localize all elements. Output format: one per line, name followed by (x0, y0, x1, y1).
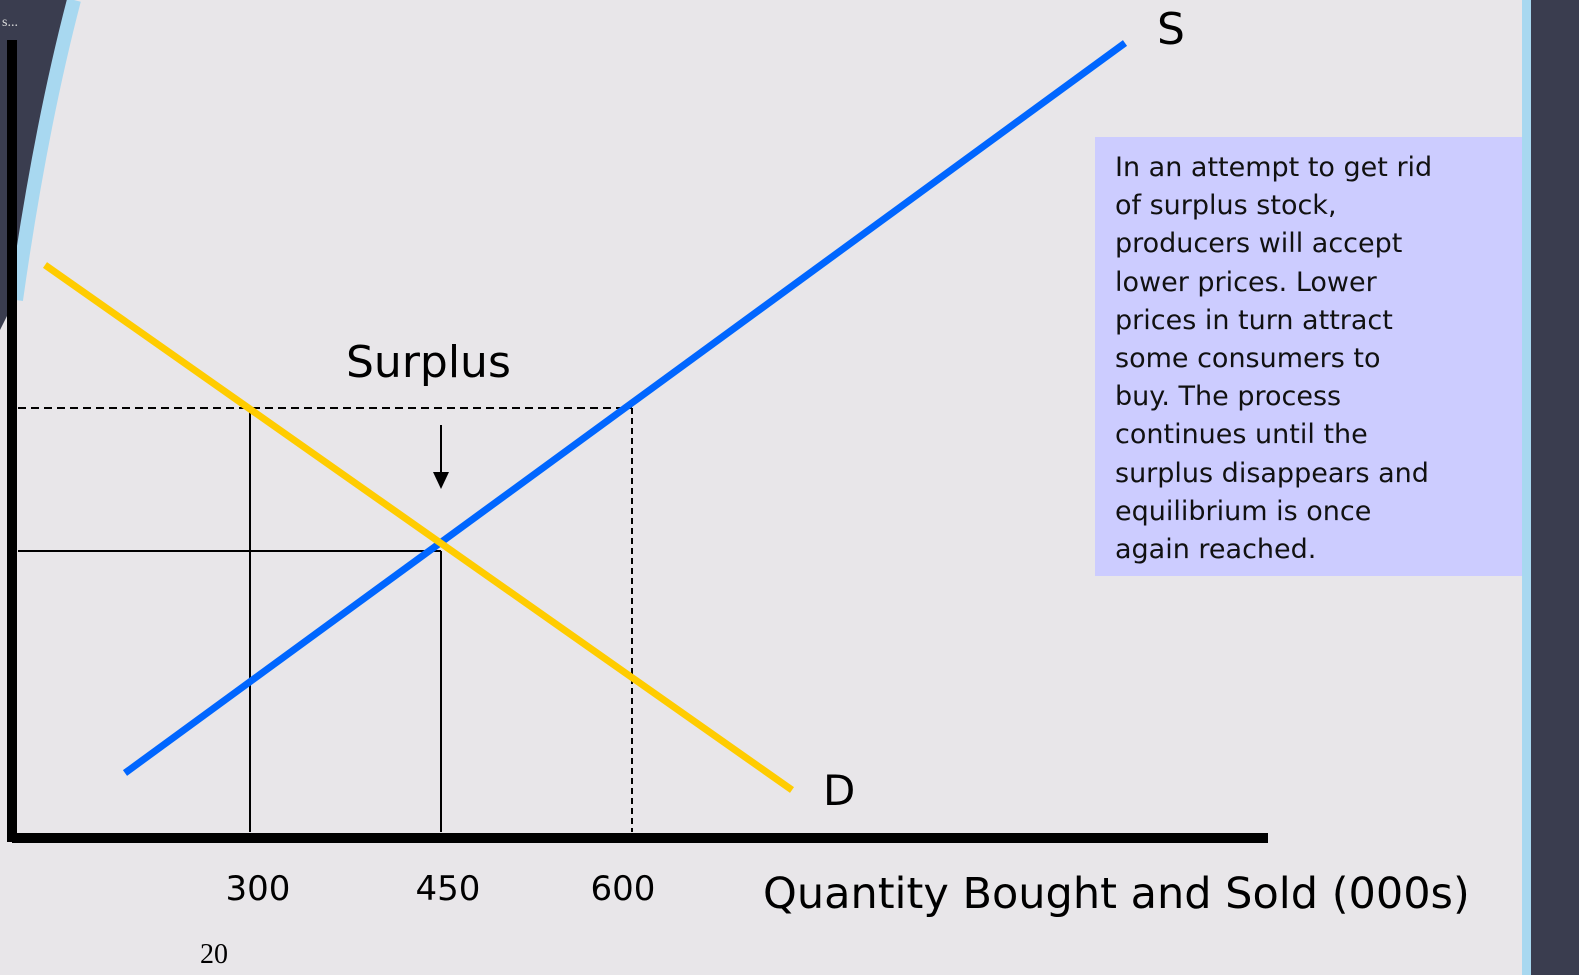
note-line: lower prices. Lower (1115, 266, 1377, 298)
quantity-label: 600 (591, 869, 656, 909)
note-line: again reached. (1115, 534, 1317, 566)
corner-text: s... (2, 15, 18, 30)
note-box: In an attempt to get rid of surplus stock… (1095, 137, 1522, 576)
note-line: continues until the (1115, 419, 1368, 451)
quantity-label: 450 (416, 869, 481, 909)
page-number: 20 (200, 939, 228, 970)
left-accent (9, 0, 81, 301)
arrow-head (433, 472, 449, 489)
note-line: surplus disappears and (1115, 457, 1429, 489)
x-axis-title: Quantity Bought and Sold (000s) (763, 869, 1470, 919)
note-line: In an attempt to get rid (1115, 152, 1433, 183)
supply-label: S (1157, 4, 1185, 55)
note-line: prices in turn attract (1115, 304, 1393, 336)
note-line: equilibrium is once (1115, 495, 1372, 527)
demand-label: D (823, 766, 855, 815)
right-accent (1522, 0, 1531, 975)
note-line: buy. The process (1115, 381, 1342, 413)
note-line: some consumers to (1115, 343, 1381, 375)
demand-curve (42, 262, 795, 793)
supply-curve (122, 40, 1128, 776)
surplus-label: Surplus (346, 337, 511, 388)
quantity-label: 300 (226, 869, 291, 909)
note-line: of surplus stock, (1115, 190, 1337, 222)
right-decoration (1531, 0, 1579, 975)
note-line: producers will accept (1115, 228, 1403, 260)
